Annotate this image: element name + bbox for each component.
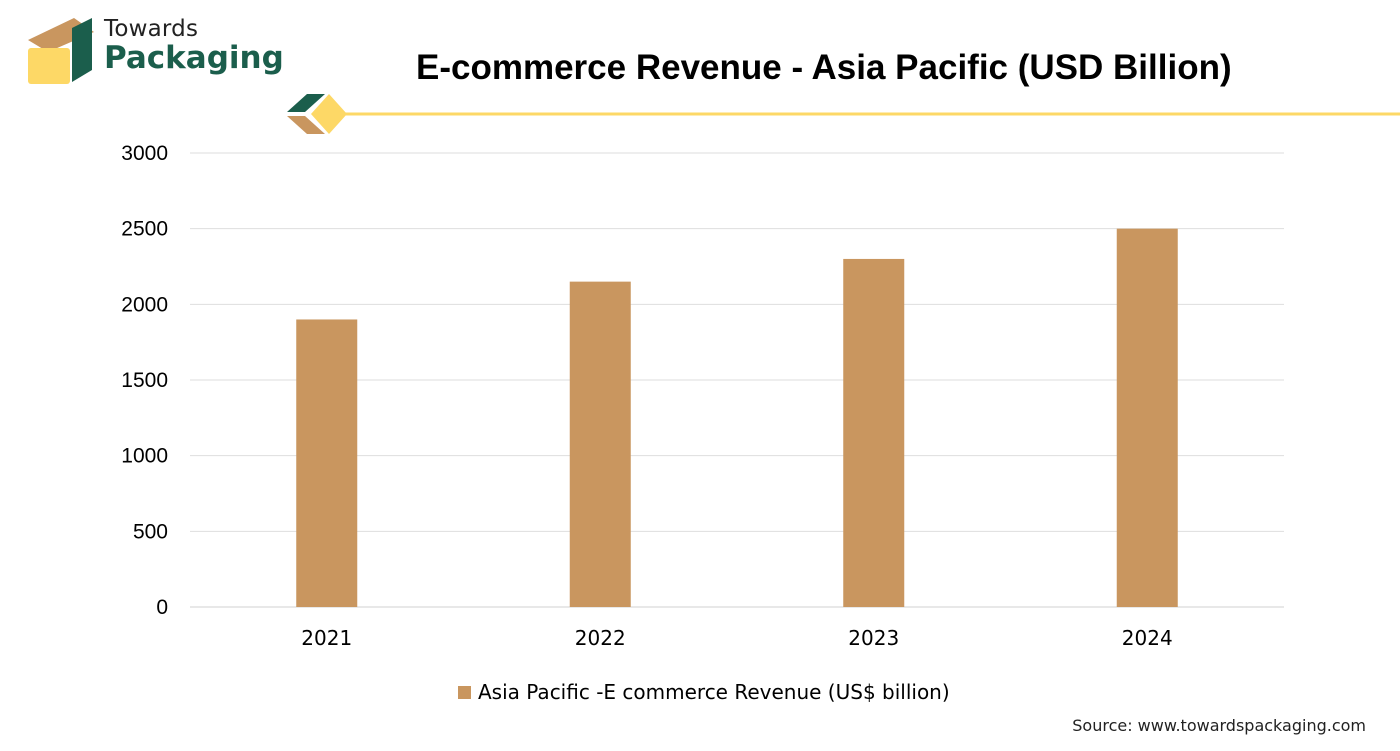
gridlines — [190, 152, 1284, 608]
x-tick-label: 2021 — [301, 626, 352, 650]
chart-title: E-commerce Revenue - Asia Pacific (USD B… — [416, 48, 1232, 87]
x-axis-labels: 2021 2022 2023 2024 — [301, 626, 1172, 650]
y-tick-label: 2500 — [121, 218, 168, 241]
source-note: Source: www.towardspackaging.com — [1072, 716, 1366, 735]
legend: Asia Pacific -E commerce Revenue (US$ bi… — [458, 678, 950, 706]
bars — [296, 228, 1178, 607]
y-tick-label: 3000 — [121, 142, 168, 165]
legend-label: Asia Pacific -E commerce Revenue (US$ bi… — [478, 680, 950, 704]
bar-2022 — [569, 281, 631, 607]
legend-swatch — [458, 685, 471, 699]
brand-name-bottom: Packaging — [104, 40, 284, 76]
title-divider — [287, 94, 1400, 134]
brand-name-top: Towards — [104, 16, 199, 42]
divider-diamond-icon — [311, 94, 347, 134]
bar-2021 — [296, 319, 358, 607]
x-tick-label: 2023 — [848, 626, 899, 650]
bar-2024 — [1116, 228, 1178, 607]
bar-2023 — [843, 258, 905, 607]
x-tick-label: 2024 — [1122, 626, 1173, 650]
divider-green-icon — [287, 94, 325, 112]
divider-tan-icon — [287, 116, 325, 134]
y-tick-label: 2000 — [121, 293, 168, 316]
y-axis-ticks: 0 500 1000 1500 2000 2500 3000 — [121, 142, 168, 619]
brand-logo: Towards Packaging — [22, 14, 284, 90]
y-tick-label: 1500 — [121, 369, 168, 392]
y-tick-label: 0 — [156, 596, 168, 619]
y-tick-label: 1000 — [121, 445, 168, 468]
x-tick-label: 2022 — [575, 626, 626, 650]
y-tick-label: 500 — [133, 520, 168, 543]
logo-box-icon — [28, 18, 94, 84]
